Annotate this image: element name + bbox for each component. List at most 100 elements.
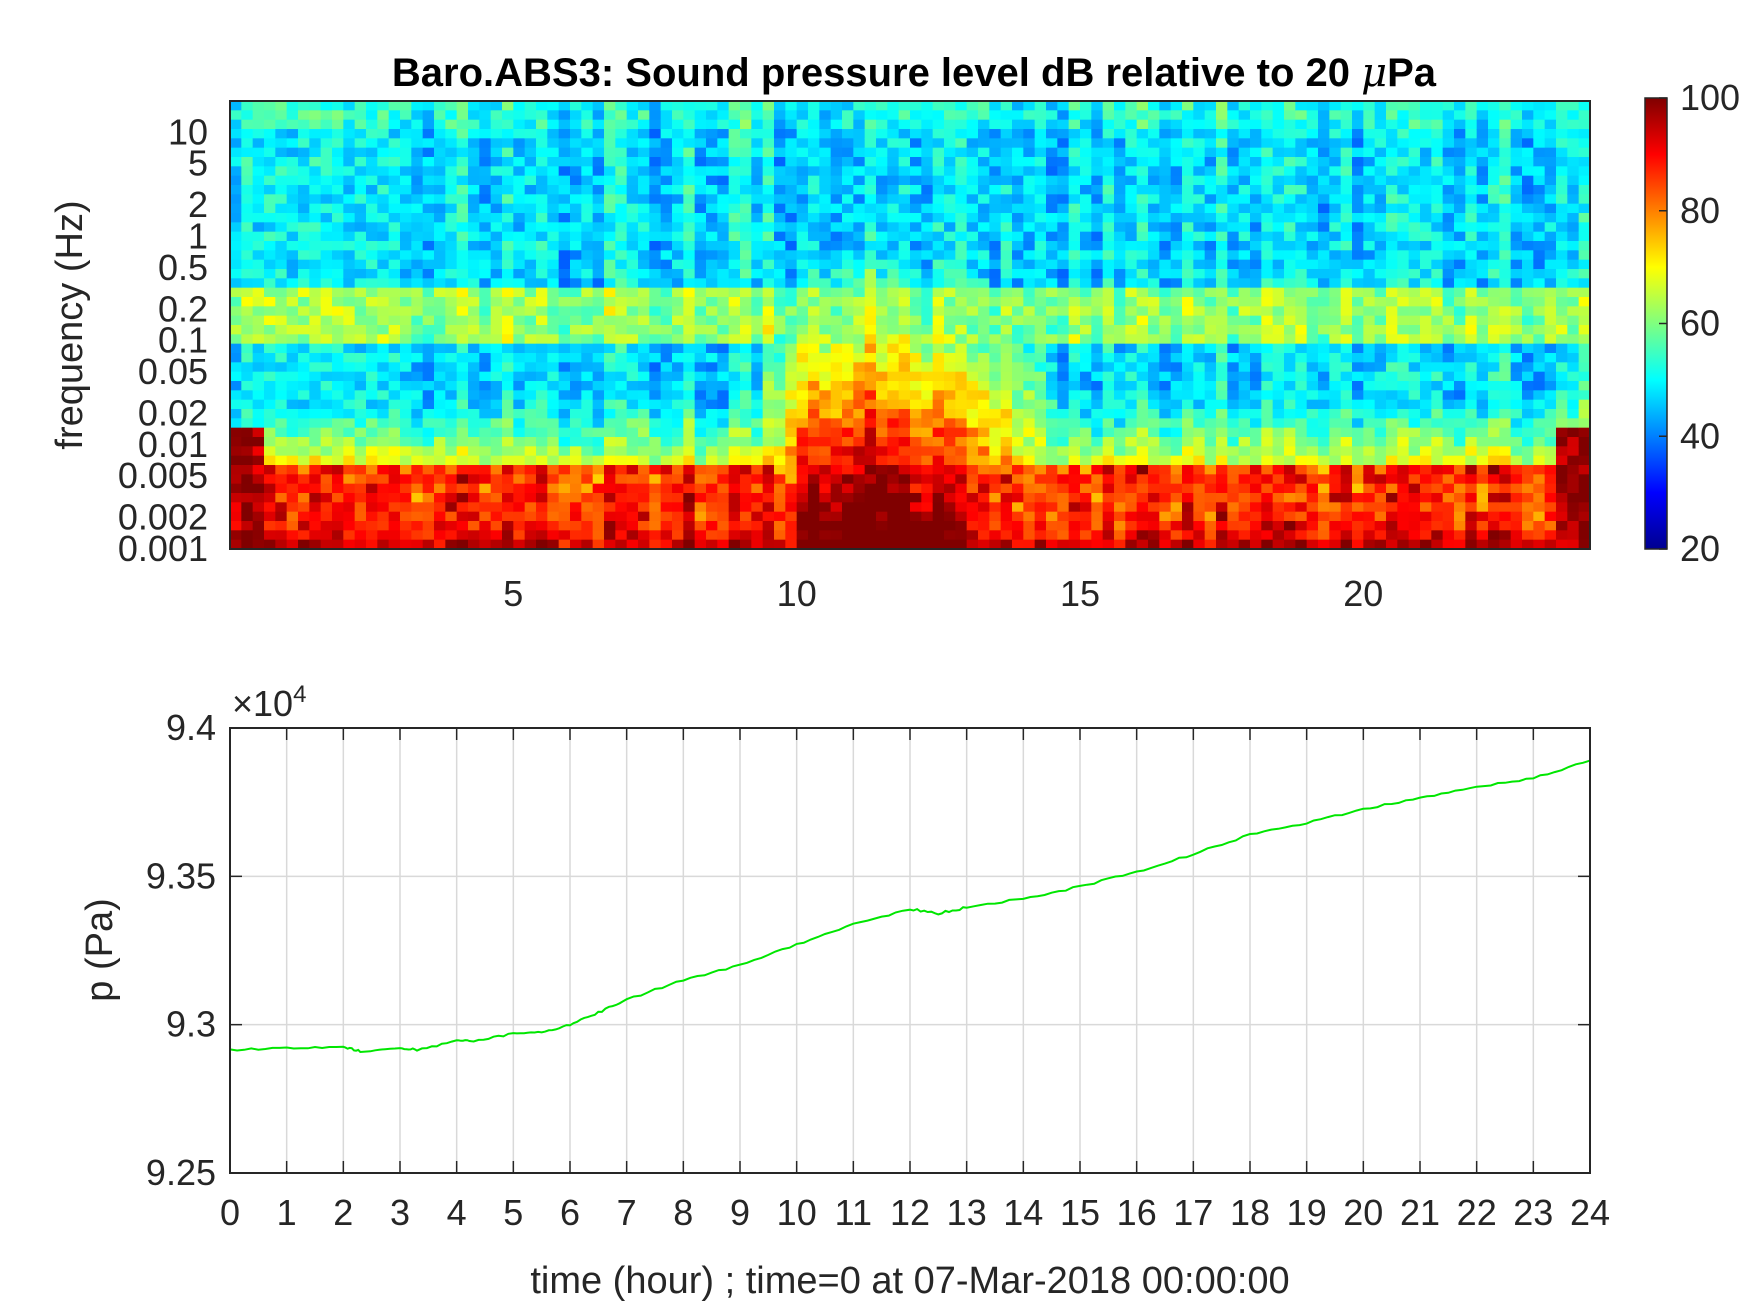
spectrogram-cell <box>1238 287 1251 298</box>
spectrogram-cell <box>1136 213 1149 223</box>
spectrogram-cell <box>1193 325 1206 335</box>
spectrogram-cell <box>1136 343 1149 354</box>
spectrogram-cell <box>320 325 333 335</box>
spectrogram-cell <box>1318 325 1330 335</box>
spectrogram-cell <box>1352 175 1364 186</box>
spectrogram-cell <box>638 306 650 317</box>
spectrogram-cell <box>887 530 900 541</box>
spectrogram-cell <box>910 269 922 279</box>
spectrogram-cell <box>1306 325 1319 335</box>
spectrogram-cell <box>672 334 684 345</box>
spectrogram-cell <box>762 101 775 111</box>
spectrogram-cell <box>479 194 492 205</box>
spectrogram-cell <box>1148 353 1160 363</box>
spectrogram-cell <box>978 110 990 121</box>
spectrogram-cell <box>921 213 934 223</box>
spectrogram-cell <box>774 334 786 345</box>
spectrogram-cell <box>354 381 367 391</box>
spectrogram-cell <box>1238 194 1251 205</box>
spectrogram-cell <box>604 269 616 279</box>
spectrogram-cell <box>683 287 696 298</box>
spectrogram-cell <box>400 427 412 438</box>
spectrogram-cell <box>558 203 571 214</box>
spectrogram-cell <box>230 353 242 363</box>
spectrogram-cell <box>275 437 288 447</box>
spectrogram-cell <box>1227 530 1240 541</box>
spectrogram-cell <box>513 241 526 251</box>
spectrogram-cell <box>1148 213 1160 223</box>
spectrogram-cell <box>1363 362 1376 373</box>
spectrogram-cell <box>649 129 662 139</box>
spectrogram-cell <box>1272 483 1285 494</box>
spectrogram-cell <box>1012 399 1024 410</box>
spectrogram-cell <box>377 409 390 419</box>
spectrogram-cell <box>400 399 412 410</box>
spectrogram-cell <box>842 157 854 167</box>
spectrogram-cell <box>1318 222 1330 233</box>
spectrogram-cell <box>1034 241 1047 251</box>
spectrogram-cell <box>366 343 378 354</box>
spectrogram-cell <box>626 297 639 307</box>
spectrogram-cell <box>944 110 956 121</box>
spectrogram-cell <box>490 390 503 401</box>
spectrogram-cell <box>660 437 673 447</box>
spectrogram-cell <box>853 185 866 195</box>
spectrogram-cell <box>1170 306 1183 317</box>
spectrogram-cell <box>388 259 401 270</box>
spectrogram-cell <box>660 175 673 186</box>
spectrogram-cell <box>1306 147 1319 158</box>
spectrogram-cell <box>1102 250 1115 261</box>
spectrogram-cell <box>502 353 514 363</box>
spectrogram-cell <box>1057 315 1070 326</box>
spectrogram-cell <box>830 101 843 111</box>
spectrogram-cell <box>864 222 877 233</box>
spectrogram-cell <box>1306 446 1319 457</box>
spectrogram-cell <box>1261 166 1274 177</box>
spectrogram-cell <box>1227 427 1240 438</box>
spectrogram-cell <box>740 502 752 513</box>
spectrogram-cell <box>876 437 888 447</box>
spectrogram-cell <box>808 455 820 466</box>
spectrogram-cell <box>706 409 718 419</box>
spectrogram-cell <box>1136 483 1149 494</box>
spectrogram-cell <box>762 409 775 419</box>
spectrogram-cell <box>558 493 571 503</box>
spectrogram-cell <box>1114 539 1126 550</box>
spectrogram-cell <box>1295 175 1308 186</box>
spectrogram-cell <box>581 511 594 522</box>
spectrogram-cell <box>230 465 242 475</box>
spectrogram-cell <box>332 297 344 307</box>
spectrogram-cell <box>1261 287 1274 298</box>
spectrogram-cell <box>1374 315 1387 326</box>
spectrogram-cell <box>910 287 922 298</box>
spectrogram-cell <box>1091 241 1104 251</box>
spectrogram-cell <box>683 502 696 513</box>
spectrogram-cell <box>955 427 968 438</box>
spectrogram-cell <box>422 334 435 345</box>
spectrogram-cell <box>298 241 310 251</box>
spectrogram-cell <box>1000 203 1013 214</box>
spectrogram-cell <box>1170 166 1183 177</box>
spectrogram-cell <box>1159 194 1172 205</box>
spectrogram-cell <box>1397 315 1410 326</box>
spectrogram-cell <box>581 409 594 419</box>
spectrogram-cell <box>1182 287 1194 298</box>
spectrogram-cell <box>774 353 786 363</box>
spectrogram-cell <box>830 250 843 261</box>
spectrogram-cell <box>898 483 911 494</box>
spectrogram-cell <box>275 399 288 410</box>
spectrogram-cell <box>241 409 254 419</box>
spectrogram-cell <box>978 502 990 513</box>
spectrogram-cell <box>1386 455 1398 466</box>
spectrogram-cell <box>626 362 639 373</box>
spectrogram-cell <box>230 418 242 429</box>
spectrogram-cell <box>955 465 968 475</box>
spectrogram-cell <box>275 119 288 130</box>
spectrogram-cell <box>864 465 877 475</box>
spectrogram-cell <box>1170 203 1183 214</box>
spectrogram-cell <box>683 119 696 130</box>
spectrogram-cell <box>570 119 582 130</box>
spectrogram-cell <box>434 278 446 289</box>
spectrogram-cell <box>717 138 730 149</box>
spectrogram-cell <box>1250 437 1262 447</box>
